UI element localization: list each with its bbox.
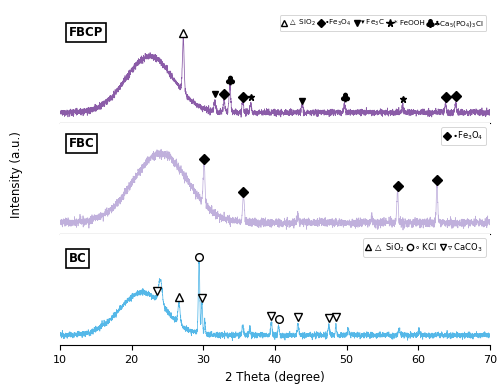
Legend: $\triangle$ SiO$_2$, $\bullet$Fe$_3$O$_4$, $\blacktriangledown$ Fe$_3$C, * FeOOH: $\triangle$ SiO$_2$, $\bullet$Fe$_3$O$_4…	[280, 15, 486, 31]
Legend: $\bullet$Fe$_3$O$_4$: $\bullet$Fe$_3$O$_4$	[441, 127, 486, 146]
Text: BC: BC	[68, 252, 86, 265]
Text: Intensity (a.u.): Intensity (a.u.)	[10, 131, 23, 218]
Legend: $\triangle$ SiO$_2$, $\circ$ KCl, $\triangledown$ CaCO$_3$: $\triangle$ SiO$_2$, $\circ$ KCl, $\tria…	[363, 238, 486, 256]
Text: FBC: FBC	[68, 137, 94, 150]
Text: FBCP: FBCP	[68, 26, 103, 39]
X-axis label: 2 Theta (degree): 2 Theta (degree)	[225, 371, 325, 384]
